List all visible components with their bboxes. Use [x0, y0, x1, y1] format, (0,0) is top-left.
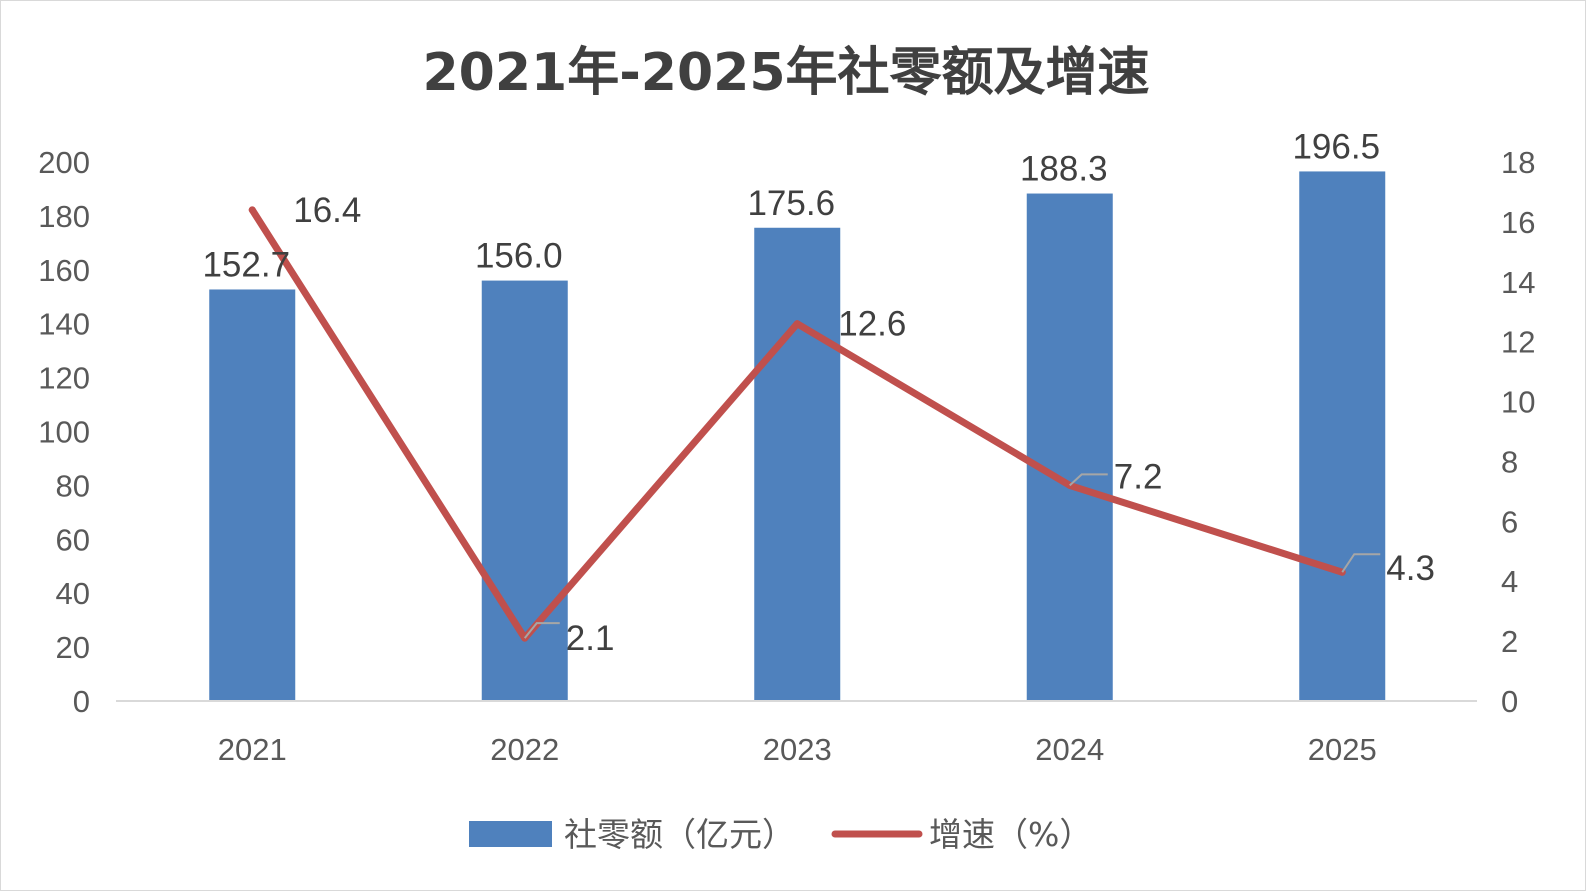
- left-axis-tick: 100: [38, 415, 90, 450]
- bar-data-label: 175.6: [747, 184, 835, 223]
- left-axis-tick: 160: [38, 253, 90, 288]
- right-axis-tick: 0: [1501, 684, 1518, 719]
- category-label: 2025: [1308, 732, 1377, 767]
- left-axis-tick: 20: [56, 630, 90, 665]
- right-axis-tick: 6: [1501, 504, 1518, 539]
- leader-line: [523, 622, 560, 639]
- line-point-2023: [793, 320, 801, 328]
- left-axis-tick: 0: [73, 684, 90, 719]
- bar-series: [209, 171, 1386, 701]
- chart-title: 2021年-2025年社零额及增速: [422, 43, 1149, 103]
- left-axis-tick: 140: [38, 307, 90, 342]
- bar-2023: [754, 227, 841, 701]
- category-axis: 2021 2022 2023 2024 2025: [218, 732, 1377, 767]
- category-label: 2023: [763, 732, 832, 767]
- line-point-2021: [248, 206, 256, 214]
- left-axis: 0 20 40 60 80 100 120 140 160 180 200: [38, 145, 90, 719]
- left-axis-tick: 200: [38, 145, 90, 180]
- bar-2024: [1026, 193, 1113, 701]
- category-label: 2022: [490, 732, 559, 767]
- legend-label-bar: 社零额（亿元）: [564, 815, 795, 854]
- right-axis-tick: 16: [1501, 205, 1535, 240]
- legend-swatch-bar: [469, 821, 552, 847]
- bar-2022: [481, 280, 568, 701]
- left-axis-tick: 80: [56, 468, 90, 503]
- bar-data-label: 188.3: [1020, 150, 1108, 189]
- left-axis-tick: 60: [56, 522, 90, 557]
- right-axis-tick: 8: [1501, 444, 1518, 479]
- category-label: 2021: [218, 732, 287, 767]
- bar-data-label: 152.7: [202, 245, 290, 284]
- right-axis-tick: 12: [1501, 325, 1535, 360]
- leader-line: [1069, 473, 1108, 487]
- line-data-label: 7.2: [1114, 457, 1163, 496]
- bar-data-label: 196.5: [1292, 127, 1380, 166]
- legend-label-line: 增速（%）: [929, 815, 1092, 854]
- left-axis-tick: 180: [38, 199, 90, 234]
- line-data-labels: 16.4 2.1 12.6 7.2 4.3: [293, 191, 1435, 658]
- right-axis-tick: 14: [1501, 265, 1535, 300]
- legend: 社零额（亿元） 增速（%）: [469, 815, 1092, 854]
- bar-2021: [209, 289, 296, 701]
- right-axis-tick: 2: [1501, 624, 1518, 659]
- line-data-label: 2.1: [566, 619, 615, 658]
- right-axis-tick: 10: [1501, 385, 1535, 420]
- line-data-label: 12.6: [838, 305, 906, 344]
- left-axis-tick: 40: [56, 576, 90, 611]
- leader-line: [1341, 553, 1381, 573]
- bar-data-labels: 152.7 156.0 175.6 188.3 196.5: [202, 127, 1380, 284]
- right-axis-tick: 18: [1501, 145, 1535, 180]
- right-axis: 0 2 4 6 8 10 12 14 16 18: [1501, 145, 1535, 719]
- line-data-label: 16.4: [293, 191, 361, 230]
- left-axis-tick: 120: [38, 361, 90, 396]
- right-axis-tick: 4: [1501, 564, 1518, 599]
- bar-2025: [1299, 171, 1386, 701]
- bar-data-label: 156.0: [475, 237, 563, 276]
- line-data-label: 4.3: [1386, 549, 1435, 588]
- category-label: 2024: [1035, 732, 1104, 767]
